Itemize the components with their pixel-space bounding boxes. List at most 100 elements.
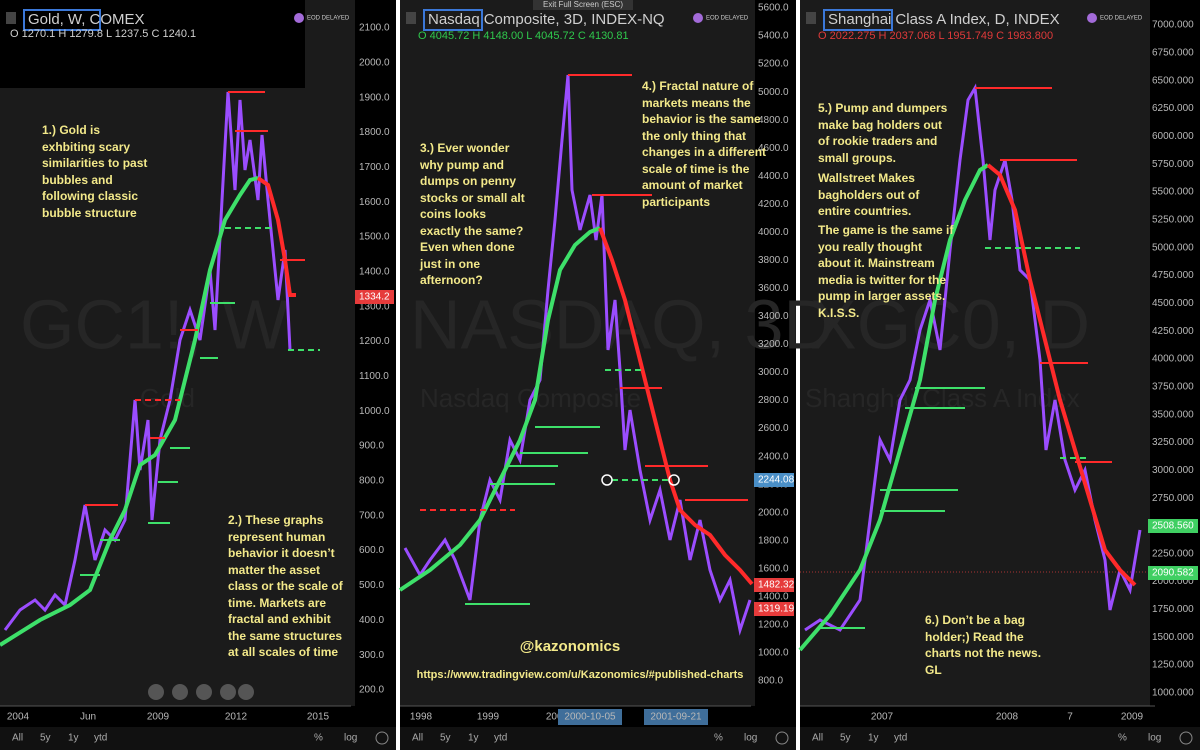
y-tick-label: 5250.000 <box>1152 214 1194 225</box>
price-label-bg <box>754 473 794 487</box>
toolbar-button[interactable]: ytd <box>494 733 507 744</box>
toolbar-button[interactable]: 5y <box>840 733 851 744</box>
toolbar-button[interactable]: % <box>714 733 723 744</box>
toolbar-button[interactable]: log <box>1148 733 1161 744</box>
exit-banner[interactable] <box>533 0 633 10</box>
y-tick-label: 2600.0 <box>758 423 789 434</box>
y-tick-label: 3000.0 <box>758 367 789 378</box>
y-tick-label: 600.0 <box>359 545 384 556</box>
badge: EOD DELAYED <box>307 16 350 22</box>
x-tick-highlight <box>644 709 708 725</box>
nasdaq-drawing <box>398 74 754 636</box>
symbol-box[interactable] <box>423 9 483 31</box>
ohlc: O 2022.275 H 2037.068 L 1951.749 C 1983.… <box>818 30 1053 42</box>
y-tick-label: 5000.0 <box>758 87 789 98</box>
y-tick-label: 800.0 <box>758 676 783 687</box>
toolbar-button[interactable]: 1y <box>468 733 479 744</box>
badge: EOD DELAYED <box>1100 16 1143 22</box>
ohlc: O 1270.1 H 1279.8 L 1237.5 C 1240.1 <box>10 28 196 40</box>
y-tick-label: 1800.0 <box>758 535 789 546</box>
y-tick-label: 300.0 <box>359 650 384 661</box>
y-tick-label: 700.0 <box>359 510 384 521</box>
y-tick-label: 500.0 <box>359 580 384 591</box>
chart-area <box>400 0 755 706</box>
y-tick-label: 5400.0 <box>758 31 789 42</box>
y-tick-label: 1600.0 <box>758 563 789 574</box>
y-tick-label: 2000.0 <box>359 57 390 68</box>
y-tick-label: 200.0 <box>359 685 384 696</box>
y-tick-label: 4250.000 <box>1152 326 1194 337</box>
symbol-box[interactable] <box>823 9 893 31</box>
symbol[interactable]: Gold, <box>28 11 64 28</box>
y-tick-label: 1000.000 <box>1152 688 1194 699</box>
toolbar-button[interactable]: All <box>12 733 23 744</box>
toolbar-button[interactable]: 1y <box>868 733 879 744</box>
handle: @kazonomics <box>520 638 621 655</box>
toolbar-button[interactable]: log <box>744 733 757 744</box>
annotation: 4.) Fractal nature of markets means the … <box>642 79 767 209</box>
settings-icon[interactable] <box>375 731 389 745</box>
y-tick-label: 1600.0 <box>359 197 390 208</box>
x-tick-label: 2001-09-21 <box>650 712 702 723</box>
toolbar-button[interactable]: All <box>412 733 423 744</box>
badge-dot <box>294 13 304 23</box>
y-tick-label: 2400.0 <box>758 451 789 462</box>
y-tick-label: 6500.000 <box>1152 75 1194 86</box>
y-tick-label: 4800.0 <box>758 115 789 126</box>
shanghai-drawing <box>798 83 1142 652</box>
symbol[interactable]: Nasdaq <box>428 11 480 28</box>
toolbar-button[interactable]: ytd <box>894 733 907 744</box>
settings-icon[interactable] <box>1179 731 1193 745</box>
x-tick-highlight <box>558 709 622 725</box>
toolbar-bg <box>400 727 796 750</box>
x-tick-label: 2007 <box>871 712 894 723</box>
ma-line <box>0 176 259 647</box>
y-tick-label: 1500.000 <box>1152 632 1194 643</box>
price-label-bg <box>754 578 794 592</box>
y-tick-label: 5200.0 <box>758 59 789 70</box>
ma-line <box>986 163 1137 587</box>
price-label: 1319.19 <box>758 604 795 615</box>
toolbar-button[interactable]: ytd <box>94 733 107 744</box>
y-tick-label: 5750.000 <box>1152 159 1194 170</box>
toolbar-button[interactable]: 1y <box>68 733 79 744</box>
y-tick-label: 3800.0 <box>758 255 789 266</box>
toolbar-button[interactable]: log <box>344 733 357 744</box>
toolbar-button[interactable]: 5y <box>440 733 451 744</box>
y-tick-label: 1400.0 <box>758 591 789 602</box>
y-tick-label: 4750.000 <box>1152 270 1194 281</box>
symbol[interactable]: Shanghai <box>828 11 891 28</box>
y-tick-label: 1250.000 <box>1152 660 1194 671</box>
toolbar-button[interactable]: % <box>314 733 323 744</box>
price-path <box>804 83 1142 632</box>
price-label-bg <box>754 602 794 616</box>
ma-line <box>256 176 296 297</box>
x-tick-label: 2000 <box>546 712 569 723</box>
y-tick-label: 3400.0 <box>758 311 789 322</box>
annotation: 5.) Pump and dumpers make bag holders ou… <box>818 101 948 165</box>
y-tick-label: 4200.0 <box>758 199 789 210</box>
chart-area <box>800 0 1150 706</box>
description: W, COMEX <box>68 11 145 28</box>
exit-full-screen[interactable]: Exit Full Screen (ESC) <box>543 0 623 9</box>
price-label: 1334.2 <box>359 292 390 303</box>
toolbar-button[interactable]: % <box>1118 733 1127 744</box>
settings-icon[interactable] <box>775 731 789 745</box>
annotation: The game is the same if you really thoug… <box>818 223 954 320</box>
y-tick-label: 3500.000 <box>1152 409 1194 420</box>
header-bg <box>0 0 305 88</box>
y-tick-label: 1800.0 <box>359 127 390 138</box>
symbol-box[interactable] <box>23 9 101 31</box>
y-tick-label: 1000.0 <box>359 406 390 417</box>
y-tick-label: 1750.000 <box>1152 604 1194 615</box>
price-label: 2244.08 <box>758 475 795 486</box>
x-tick-label: 2008 <box>996 712 1019 723</box>
url: https://www.tradingview.com/u/Kazonomics… <box>417 669 744 681</box>
toolbar-button[interactable]: All <box>812 733 823 744</box>
annotation: 1.) Gold is exhbiting scary similarities… <box>42 123 148 220</box>
y-tick-label: 3000.000 <box>1152 465 1194 476</box>
y-tick-label: 7000.000 <box>1152 20 1194 31</box>
toolbar-button[interactable]: 5y <box>40 733 51 744</box>
badge-dot <box>1087 13 1097 23</box>
